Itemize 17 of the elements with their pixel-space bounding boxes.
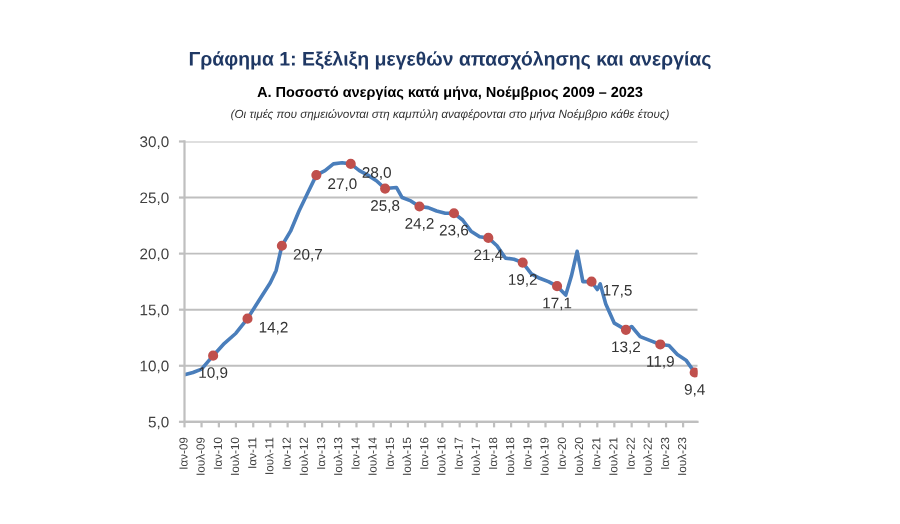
point: [655, 339, 666, 350]
point: [208, 350, 219, 361]
chart-title: Γράφημα 1: Εξέλιξη μεγεθών απασχόλησης και ανεργίας: [189, 50, 711, 70]
point: [448, 208, 460, 219]
point: [483, 232, 494, 243]
line-series: [184, 160, 697, 377]
point: [311, 170, 322, 181]
point: [276, 240, 287, 251]
point: [414, 201, 425, 212]
point: [552, 281, 563, 292]
point: [689, 367, 698, 378]
point: [242, 313, 253, 324]
point: [517, 257, 528, 268]
point: [586, 276, 597, 287]
point: [620, 324, 631, 335]
point: [380, 183, 391, 194]
point: [345, 158, 356, 169]
